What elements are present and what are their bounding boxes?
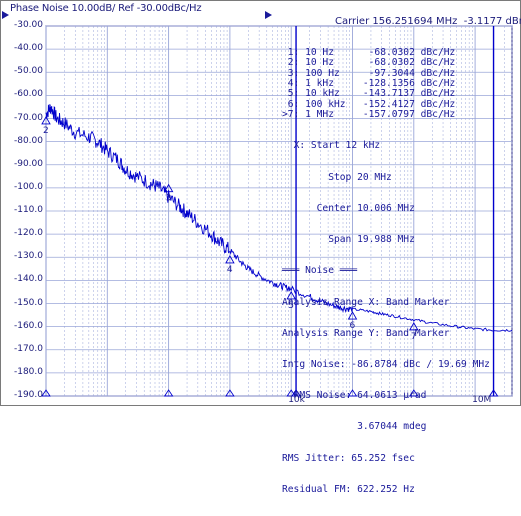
marker-foot (347, 389, 358, 397)
triangle-marker-icon (265, 4, 272, 23)
marker-id: 2: (282, 57, 306, 69)
marker-label: 3 (166, 194, 172, 204)
marker-value: -152.4127 dBc/Hz (357, 98, 456, 110)
marker-triangle (225, 255, 235, 264)
marker-label: 6 (349, 321, 355, 331)
marker-label: 4 (227, 265, 233, 275)
marker-triangle (409, 321, 419, 331)
marker-triangle (286, 291, 296, 300)
y-tick-label: -60.00 (13, 89, 43, 100)
marker-triangle (41, 116, 51, 125)
marker-freq: 10 kHz (305, 88, 358, 100)
marker-row: 6: 100 kHz -152.4127 dBc/Hz (282, 98, 490, 110)
marker-row: 4: 1 kHz -128.1356 dBc/Hz (282, 78, 490, 90)
marker-row: 1: 10 Hz -68.0302 dBc/Hz (282, 46, 490, 58)
y-tick-label: -140.0 (13, 274, 43, 285)
x-tick-label: 10k (288, 395, 305, 405)
marker-value: -97.3044 dBc/Hz (357, 67, 456, 79)
marker-label: 7 (411, 332, 417, 342)
marker-value: -157.0797 dBc/Hz (357, 109, 456, 121)
marker-freq: 10 Hz (305, 46, 358, 58)
y-tick-label: -40.00 (13, 43, 43, 54)
marker-value: -128.1356 dBc/Hz (357, 78, 456, 90)
y-tick-label: -170.0 (13, 343, 43, 354)
marker-freq: 1 kHz (305, 78, 358, 90)
y-tick-label: -110.0 (13, 205, 43, 215)
phase-noise-plot[interactable]: 2 3 4 5 6 7 (1, 1, 520, 405)
marker-freq: 1 MHz (305, 109, 358, 121)
marker-id: 5: (282, 88, 306, 100)
rms-jitter: RMS Jitter: 65.252 fsec (282, 452, 415, 464)
y-tick-label: -160.0 (13, 320, 43, 331)
marker-id: >7: (282, 109, 306, 121)
marker-label: 5 (288, 301, 294, 311)
y-tick-label: -120.0 (13, 228, 43, 239)
marker-triangle (163, 183, 174, 193)
trace-title: Phase Noise 10.00dB/ Ref -30.00dBc/Hz (10, 3, 202, 14)
marker-foot (225, 389, 235, 397)
marker-freq: 100 kHz (305, 98, 358, 110)
marker-row: 3: 100 Hz -97.3044 dBc/Hz (282, 67, 490, 79)
marker-foot (163, 389, 174, 397)
marker-row: >7: 1 MHz -157.0797 dBc/Hz (282, 110, 490, 120)
y-tick-label: -190.0 (13, 390, 43, 400)
analysis-stop: Stop 20 MHz (328, 171, 392, 183)
carrier-level: -3.1177 dBm (463, 16, 521, 27)
residual-fm: Residual FM: 622.252 Hz (282, 483, 415, 495)
marker-freq: 10 Hz (305, 57, 358, 69)
marker-row: 2: 10 Hz -68.0302 dBc/Hz (282, 58, 490, 68)
marker-value: -68.0302 dBc/Hz (357, 57, 456, 69)
phase-noise-trace (45, 104, 513, 332)
triangle-marker-icon (2, 4, 9, 23)
marker-value: -143.7137 dBc/Hz (357, 88, 456, 100)
x-tick-label: 10M (472, 395, 492, 405)
rms-noise-degrees: 3.67044 mdeg (357, 421, 427, 433)
band-marker-foot (488, 389, 499, 397)
marker-freq: 100 Hz (305, 67, 358, 79)
y-tick-label: -70.00 (13, 112, 43, 123)
analysis-start: X: Start 12 kHz (293, 140, 381, 152)
marker-table: 1: 10 Hz -68.0302 dBc/Hz 2: 10 Hz -68.03… (282, 46, 490, 121)
phase-noise-window: Phase Noise 10.00dB/ Ref -30.00dBc/Hz 2 3… (0, 0, 521, 495)
y-tick-label: -30.00 (13, 20, 43, 30)
analysis-range-x: Analysis Range X: Band Marker (282, 296, 450, 308)
y-tick-label: -150.0 (13, 297, 43, 308)
y-tick-label: -80.00 (13, 135, 43, 146)
analysis-center: Center 10.006 MHz (316, 202, 415, 214)
y-tick-label: -100.0 (13, 181, 43, 192)
marker-id: 6: (282, 98, 306, 110)
marker-triangle (347, 311, 358, 320)
title-bar: Phase Noise 10.00dB/ Ref -30.00dBc/Hz (1, 1, 520, 19)
y-tick-label: -90.00 (13, 158, 43, 169)
analysis-range-y: Analysis Range Y: Band Marker (282, 327, 450, 339)
y-tick-label: -180.0 (13, 366, 43, 377)
marker-foot (408, 389, 419, 397)
marker-foot (41, 389, 51, 397)
y-tick-label: -50.00 (13, 66, 43, 77)
marker-value: -68.0302 dBc/Hz (357, 46, 456, 58)
marker-id: 3: (282, 67, 306, 79)
marker-label: 2 (43, 126, 49, 136)
marker-foot (286, 389, 297, 397)
noise-header: ═══ Noise ═══ (282, 265, 358, 277)
marker-row: 5: 10 kHz -143.7137 dBc/Hz (282, 89, 490, 99)
band-marker-foot (291, 389, 301, 397)
integrated-noise: Intg Noise: -86.8784 dBc / 19.69 MHz (282, 359, 490, 370)
carrier-frequency: Carrier 156.251694 MHz -3.1177 dBm (335, 16, 521, 27)
rms-noise: RMS Noise: 64.0613 µrad (293, 390, 427, 402)
marker-readout-panel: 1: 10 Hz -68.0302 dBc/Hz 2: 10 Hz -68.03… (282, 27, 490, 516)
y-tick-label: -130.0 (13, 251, 43, 262)
marker-id: 4: (282, 78, 306, 90)
marker-id: 1: (282, 46, 306, 58)
analysis-span: Span 19.988 MHz (328, 234, 415, 246)
